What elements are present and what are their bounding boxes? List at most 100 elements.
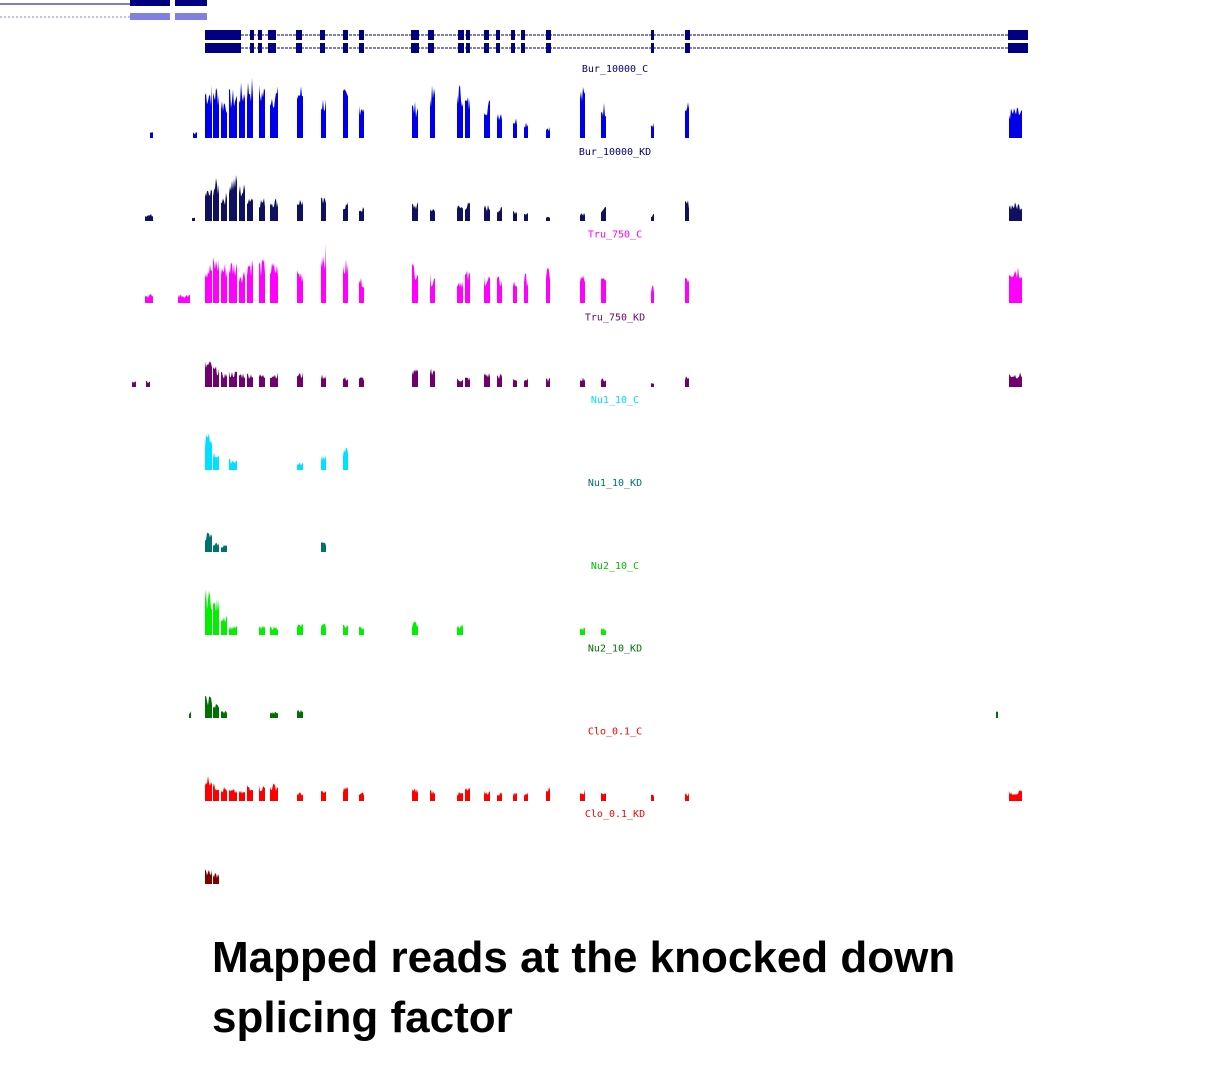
- read-coverage: [205, 869, 212, 884]
- exon: [458, 43, 464, 53]
- read-coverage: [259, 374, 265, 387]
- read-coverage: [259, 258, 265, 303]
- track-label: Nu2_10_C: [591, 561, 639, 572]
- read-coverage: [651, 383, 654, 387]
- read-coverage: [239, 82, 245, 138]
- read-coverage: [221, 786, 227, 801]
- read-coverage: [343, 624, 348, 635]
- read-coverage: [465, 377, 470, 387]
- read-coverage: [213, 177, 219, 221]
- read-coverage: [145, 294, 153, 303]
- gene-model: [205, 30, 1028, 53]
- read-coverage: [321, 99, 326, 138]
- read-coverage: [321, 790, 326, 801]
- exon: [1008, 43, 1028, 53]
- read-coverage: [321, 243, 326, 303]
- exon: [511, 30, 515, 40]
- read-coverage: [213, 366, 219, 387]
- read-coverage: [221, 263, 227, 303]
- exon: [411, 30, 419, 40]
- read-coverage: [457, 205, 463, 221]
- read-coverage: [685, 277, 689, 303]
- read-coverage: [484, 276, 490, 303]
- read-coverage: [430, 273, 435, 303]
- coverage-track: [150, 78, 1022, 138]
- exon: [268, 30, 276, 40]
- read-coverage: [259, 625, 265, 635]
- read-coverage: [239, 790, 245, 801]
- read-coverage: [229, 89, 237, 138]
- read-coverage: [213, 87, 219, 138]
- read-coverage: [221, 544, 227, 552]
- read-coverage: [259, 85, 265, 138]
- read-coverage: [412, 101, 418, 138]
- read-coverage: [580, 213, 585, 221]
- read-coverage: [580, 275, 585, 303]
- read-coverage: [132, 381, 136, 387]
- read-coverage: [297, 624, 303, 635]
- coverage-tracks: Bur_10000_C Bur_10000_KD Tru_750_C Tru_750_…: [132, 64, 1022, 884]
- read-coverage: [465, 97, 470, 138]
- read-coverage: [601, 628, 606, 635]
- exon: [320, 43, 325, 53]
- read-coverage: [651, 213, 654, 221]
- coverage-track: [132, 361, 1022, 387]
- coverage-track: [205, 532, 326, 552]
- exon: [359, 43, 364, 53]
- read-coverage: [412, 621, 418, 635]
- track-label: Nu2_10_KD: [588, 644, 642, 655]
- read-coverage: [546, 267, 550, 303]
- read-coverage: [205, 361, 212, 387]
- read-coverage: [497, 373, 502, 387]
- read-coverage: [205, 589, 212, 635]
- coverage-track: [205, 433, 348, 470]
- read-coverage: [685, 376, 689, 387]
- read-coverage: [321, 542, 326, 552]
- exon: [343, 30, 348, 40]
- read-coverage: [221, 615, 227, 635]
- exon: [466, 30, 470, 40]
- caption: Mapped reads at the knocked down splicin…: [212, 933, 956, 1042]
- read-coverage: [685, 200, 689, 221]
- read-coverage: [497, 206, 502, 221]
- read-coverage: [270, 626, 278, 635]
- read-coverage: [297, 199, 303, 221]
- read-coverage: [229, 371, 237, 387]
- coverage-track: [205, 589, 606, 635]
- exon: [343, 43, 348, 53]
- read-coverage: [430, 209, 435, 221]
- read-coverage: [484, 100, 490, 138]
- read-coverage: [221, 372, 227, 387]
- read-coverage: [321, 374, 326, 387]
- read-coverage: [685, 792, 689, 801]
- read-coverage: [484, 205, 490, 221]
- exon: [651, 43, 654, 53]
- exon: [496, 43, 500, 53]
- read-coverage: [297, 462, 303, 470]
- read-coverage: [601, 206, 606, 221]
- exon: [651, 30, 654, 40]
- read-coverage: [221, 101, 227, 138]
- read-coverage: [247, 259, 253, 303]
- read-coverage: [457, 623, 463, 635]
- read-coverage: [359, 626, 364, 635]
- exon: [511, 43, 515, 53]
- read-coverage: [321, 197, 326, 221]
- exon: [296, 30, 302, 40]
- read-coverage: [192, 217, 195, 221]
- read-coverage: [343, 259, 348, 303]
- read-coverage: [343, 447, 348, 470]
- read-coverage: [685, 102, 689, 138]
- read-coverage: [497, 792, 502, 801]
- read-coverage: [1009, 266, 1022, 303]
- read-coverage: [297, 86, 303, 138]
- read-coverage: [239, 373, 245, 387]
- exon: [428, 30, 434, 40]
- read-coverage: [359, 207, 364, 221]
- top-left-gene: [0, 0, 207, 20]
- read-coverage: [229, 458, 237, 470]
- read-coverage: [465, 270, 470, 303]
- read-coverage: [321, 455, 326, 470]
- exon: [359, 30, 364, 40]
- read-coverage: [430, 790, 435, 801]
